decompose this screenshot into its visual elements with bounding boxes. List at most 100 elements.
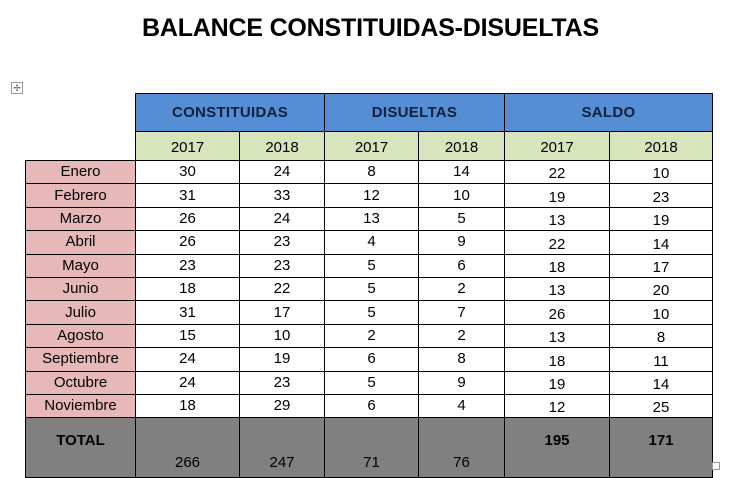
table-cell: 22 [239, 276, 325, 302]
table-row: Noviembre 18 29 6 4 12 25 [25, 393, 713, 419]
table-cell: 12 [324, 183, 419, 208]
month-label: Enero [25, 159, 136, 185]
table-cell: 25 [609, 393, 713, 419]
table-cell: 2 [418, 276, 505, 302]
month-label: Agosto [25, 323, 136, 349]
table-row: Agosto 15 10 2 2 13 8 [25, 323, 713, 349]
month-label: Mayo [25, 253, 136, 278]
table-cell: 5 [324, 276, 419, 302]
table-cell: 15 [135, 323, 240, 349]
table-cell: 26 [135, 230, 240, 255]
table-cell: 8 [324, 159, 419, 185]
table-cell: 12 [504, 393, 610, 419]
table-cell: 18 [135, 393, 240, 419]
total-cell: 71 [324, 417, 419, 478]
table-cell: 26 [135, 206, 240, 232]
table-cell: 17 [609, 253, 713, 278]
group-header-constituidas: CONSTITUIDAS [135, 93, 325, 132]
table-row: Octubre 24 23 5 9 19 14 [25, 370, 713, 395]
total-cell: 195 [504, 417, 610, 478]
year-header: 2018 [609, 131, 713, 161]
total-cell: 266 [135, 417, 240, 478]
table-cell: 24 [135, 370, 240, 395]
table-cell: 13 [504, 323, 610, 349]
table-cell: 24 [239, 206, 325, 232]
balance-table: CONSTITUIDAS DISUELTAS SALDO 2017 2018 2… [25, 93, 713, 478]
table-row: Marzo 26 24 13 5 13 19 [25, 206, 713, 232]
table-cell: 22 [504, 230, 610, 255]
table-cell: 33 [239, 183, 325, 208]
table-cell: 14 [418, 159, 505, 185]
table-row: Febrero 31 33 12 10 19 23 [25, 183, 713, 208]
table-cell: 13 [504, 276, 610, 302]
year-header: 2018 [239, 131, 325, 161]
table-cell: 23 [135, 253, 240, 278]
table-cell: 19 [239, 347, 325, 372]
table-cell: 19 [504, 370, 610, 395]
table-cell: 10 [418, 183, 505, 208]
table-cell: 4 [418, 393, 505, 419]
table-cell: 24 [135, 347, 240, 372]
table-cell: 11 [609, 347, 713, 372]
table-cell: 24 [239, 159, 325, 185]
empty-corner [25, 93, 136, 132]
group-header-row: CONSTITUIDAS DISUELTAS SALDO [25, 93, 713, 132]
table-cell: 10 [609, 159, 713, 185]
table-row: Mayo 23 23 5 6 18 17 [25, 253, 713, 278]
total-cell: 171 [609, 417, 713, 478]
table-cell: 2 [324, 323, 419, 349]
table-cell: 8 [609, 323, 713, 349]
table-cell: 23 [609, 183, 713, 208]
table-cell: 5 [418, 206, 505, 232]
table-cell: 19 [504, 183, 610, 208]
table-cell: 26 [504, 300, 610, 325]
group-header-saldo: SALDO [504, 93, 713, 132]
table-move-handle-icon[interactable]: ✢ [11, 82, 23, 94]
table-cell: 5 [324, 300, 419, 325]
table-cell: 23 [239, 370, 325, 395]
table-cell: 10 [609, 300, 713, 325]
total-row: TOTAL 266 247 71 76 195 171 [25, 417, 713, 478]
table-row: Julio 31 17 5 7 26 10 [25, 300, 713, 325]
table-cell: 13 [504, 206, 610, 232]
table-cell: 14 [609, 230, 713, 255]
table-cell: 7 [418, 300, 505, 325]
table-cell: 13 [324, 206, 419, 232]
year-header: 2017 [324, 131, 419, 161]
month-label: Abril [25, 230, 136, 255]
month-label: Septiembre [25, 347, 136, 372]
month-label: Marzo [25, 206, 136, 232]
total-label: TOTAL [25, 417, 136, 478]
table-row: Enero 30 24 8 14 22 10 [25, 159, 713, 185]
table-cell: 14 [609, 370, 713, 395]
table-cell: 8 [418, 347, 505, 372]
table-cell: 17 [239, 300, 325, 325]
total-cell: 76 [418, 417, 505, 478]
table-cell: 19 [609, 206, 713, 232]
month-label: Noviembre [25, 393, 136, 419]
table-row: Junio 18 22 5 2 13 20 [25, 276, 713, 302]
month-label: Junio [25, 276, 136, 302]
month-label: Febrero [25, 183, 136, 208]
table-cell: 23 [239, 253, 325, 278]
table-cell: 9 [418, 230, 505, 255]
year-header: 2018 [418, 131, 505, 161]
table-cell: 10 [239, 323, 325, 349]
table-cell: 18 [504, 253, 610, 278]
table-cell: 29 [239, 393, 325, 419]
table-cell: 23 [239, 230, 325, 255]
table-cell: 9 [418, 370, 505, 395]
table-resize-handle-icon[interactable] [712, 462, 720, 470]
table-row: Septiembre 24 19 6 8 18 11 [25, 347, 713, 372]
year-header: 2017 [504, 131, 610, 161]
page-title: BALANCE CONSTITUIDAS-DISUELTAS [142, 14, 599, 42]
year-header-row: 2017 2018 2017 2018 2017 2018 [25, 131, 713, 161]
table-cell: 31 [135, 300, 240, 325]
table-row: Abril 26 23 4 9 22 14 [25, 230, 713, 255]
table-cell: 6 [324, 347, 419, 372]
table-cell: 5 [324, 253, 419, 278]
table-cell: 18 [135, 276, 240, 302]
month-label: Julio [25, 300, 136, 325]
table-cell: 2 [418, 323, 505, 349]
group-header-disueltas: DISUELTAS [324, 93, 505, 132]
